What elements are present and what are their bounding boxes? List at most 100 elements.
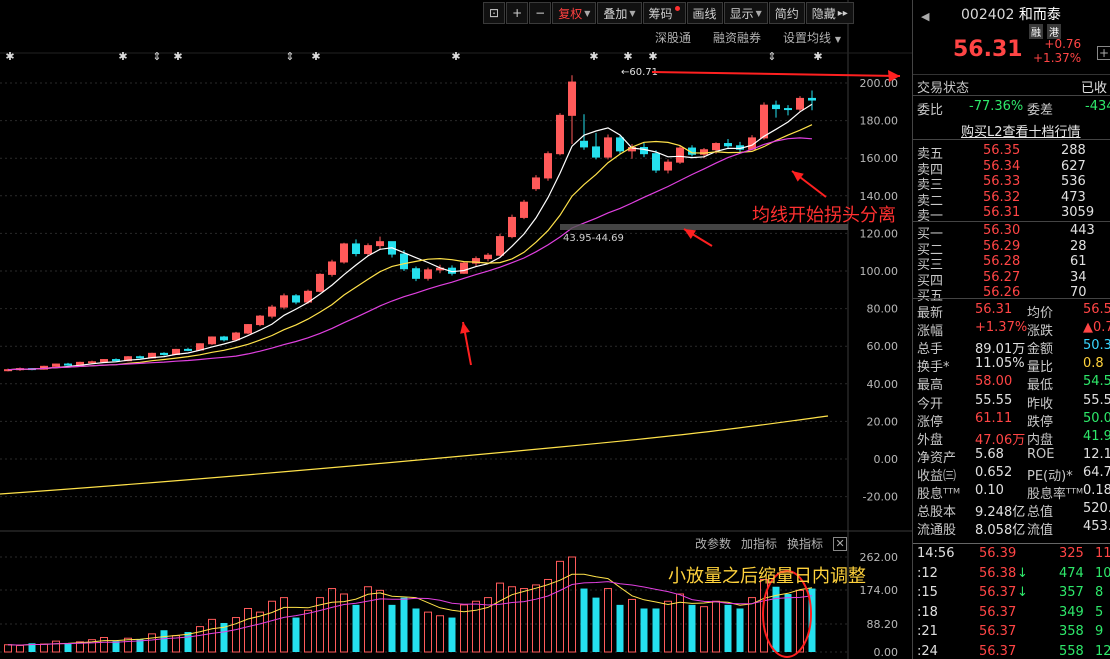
hk-connect-link[interactable]: 深股通: [655, 31, 692, 45]
event-marker-icon: ✱: [648, 50, 657, 63]
add-watch-button[interactable]: +: [1097, 46, 1110, 60]
ma-annotation: 均线开始拐头分离: [752, 205, 896, 226]
stat-value: 5.68: [975, 446, 1004, 462]
volume-bar: [736, 608, 744, 652]
tick-row: :24 56.37 558 12: [913, 643, 1110, 659]
support-band: [560, 224, 848, 230]
volume-annotation: 小放量之后缩量日内调整: [668, 566, 866, 587]
volume-bar: [544, 578, 552, 653]
bid-volume: 28: [1070, 238, 1087, 254]
switch-indicator-button[interactable]: 换指标: [787, 537, 824, 551]
volume-bar: [580, 588, 588, 652]
stat-label: 外盘: [917, 432, 944, 448]
volume-bar: [76, 641, 84, 653]
candle-body: [460, 262, 468, 274]
event-marker-icon: ✱: [5, 50, 14, 63]
volume-bar: [352, 604, 360, 652]
volume-bar: [388, 604, 396, 652]
hk-badge: 港: [1047, 24, 1061, 39]
lock-icon[interactable]: ⊡: [483, 2, 506, 24]
down-arrow-icon: ↓: [1017, 585, 1028, 600]
zoom-in-button[interactable]: +: [506, 2, 529, 24]
tick-volume: 325: [1059, 546, 1084, 561]
stat-value: 520.8: [1083, 501, 1110, 517]
stat-label: 量比: [1027, 360, 1054, 376]
draw-line-button[interactable]: 画线: [686, 2, 723, 24]
overlay-button[interactable]: 叠加 ▼: [597, 2, 642, 24]
notify-dot-icon: [674, 5, 680, 11]
volume-bar: [676, 593, 684, 653]
bid-volume: 443: [1070, 223, 1095, 238]
tick-row: :15 56.37 ↓ 357 8: [913, 584, 1110, 602]
ask-label: 卖一: [917, 209, 944, 225]
weicha-value: -434: [1085, 99, 1110, 114]
volume-bar: [124, 637, 132, 653]
triangle-left-icon[interactable]: ◀: [921, 10, 930, 23]
display-button[interactable]: 显示 ▼: [723, 2, 768, 24]
stock-name: 和而泰: [1018, 7, 1061, 23]
ask-label: 卖五: [917, 147, 944, 162]
ask-row: 卖五 56.35 288: [913, 142, 1110, 162]
level-label: 43.95-44.69: [563, 233, 624, 244]
candle-body: [424, 269, 432, 279]
change-value: +0.76: [1044, 37, 1082, 51]
volume-bar: [316, 597, 324, 653]
volume-bar: [280, 597, 288, 653]
candle-body: [364, 245, 372, 255]
y-tick-label: 20.00: [867, 415, 899, 428]
ask-volume: 288: [1061, 143, 1086, 158]
candle-body: [88, 361, 96, 364]
simple-button[interactable]: 简约: [768, 2, 805, 24]
stat-value: 0.652: [975, 464, 1013, 480]
candle-body: [556, 114, 564, 155]
candle-body: [292, 295, 300, 303]
volume-bar: [220, 622, 228, 652]
high-label: ←60.71: [621, 67, 658, 78]
stat-row: 净资产 5.68 ROE 12.14: [913, 446, 1110, 466]
zoom-out-button[interactable]: −: [529, 2, 552, 24]
candle-body: [184, 348, 192, 351]
tick-row: :18 56.37 349 5: [913, 604, 1110, 622]
volume-bar: [796, 589, 804, 653]
ask-label: 卖二: [917, 193, 944, 209]
stat-row: 涨停 61.11 跌停 50.0: [913, 410, 1110, 430]
volume-ma-line: [7, 573, 813, 646]
edit-params-button[interactable]: 改参数: [695, 537, 732, 551]
close-icon[interactable]: ✕: [833, 536, 848, 551]
candle-body: [256, 315, 264, 326]
bid-label: 买三: [917, 258, 944, 274]
stat-label: 净资产: [917, 450, 957, 466]
stat-value: 12.14: [1083, 446, 1110, 462]
volume-bar: [748, 597, 756, 653]
chips-button[interactable]: 筹码: [642, 2, 686, 24]
volume-bar: [760, 578, 768, 653]
candle-body: [772, 104, 780, 110]
stat-label: PE(动)*: [1027, 468, 1073, 484]
candle-body: [208, 336, 216, 345]
bid-row: 买一 56.30 443: [913, 222, 1110, 242]
ask-label: 卖四: [917, 162, 944, 178]
candle-body: [232, 332, 240, 341]
l2-link[interactable]: 购买L2查看十档行情: [961, 125, 1081, 140]
ma20-line: [7, 137, 813, 371]
add-indicator-button[interactable]: 加指标: [741, 537, 778, 551]
candle-body: [532, 177, 540, 190]
fuquan-button[interactable]: 复权 ▼: [552, 2, 597, 24]
stat-value: 56.31: [975, 302, 1013, 317]
tick-price: 56.37: [979, 604, 1017, 620]
hide-button[interactable]: 隐藏 ▸▸: [805, 2, 854, 24]
volume-bar: [364, 586, 372, 653]
tick-count: 11: [1095, 546, 1110, 561]
stat-label: 流值: [1027, 523, 1054, 539]
kline-chart[interactable]: 200.00 180.00 160.00 140.00 120.00 100.00 80.0…: [0, 0, 912, 659]
stat-value: 56.5: [1083, 302, 1110, 317]
ma-settings-link[interactable]: 设置均线 ▼: [783, 31, 842, 45]
stat-value: 0.18: [1083, 483, 1110, 498]
volume-bar: [292, 617, 300, 652]
stat-value: 61.11: [975, 410, 1013, 426]
margin-link[interactable]: 融资融券: [713, 31, 762, 45]
chart-toolbar: ⊡ + − 复权 ▼ 叠加 ▼ 筹码 画线 显示 ▼ 简约 隐藏 ▸▸: [483, 2, 855, 24]
candle-body: [592, 146, 600, 158]
volume-bar: [196, 626, 204, 653]
bid-label: 买二: [917, 242, 944, 258]
